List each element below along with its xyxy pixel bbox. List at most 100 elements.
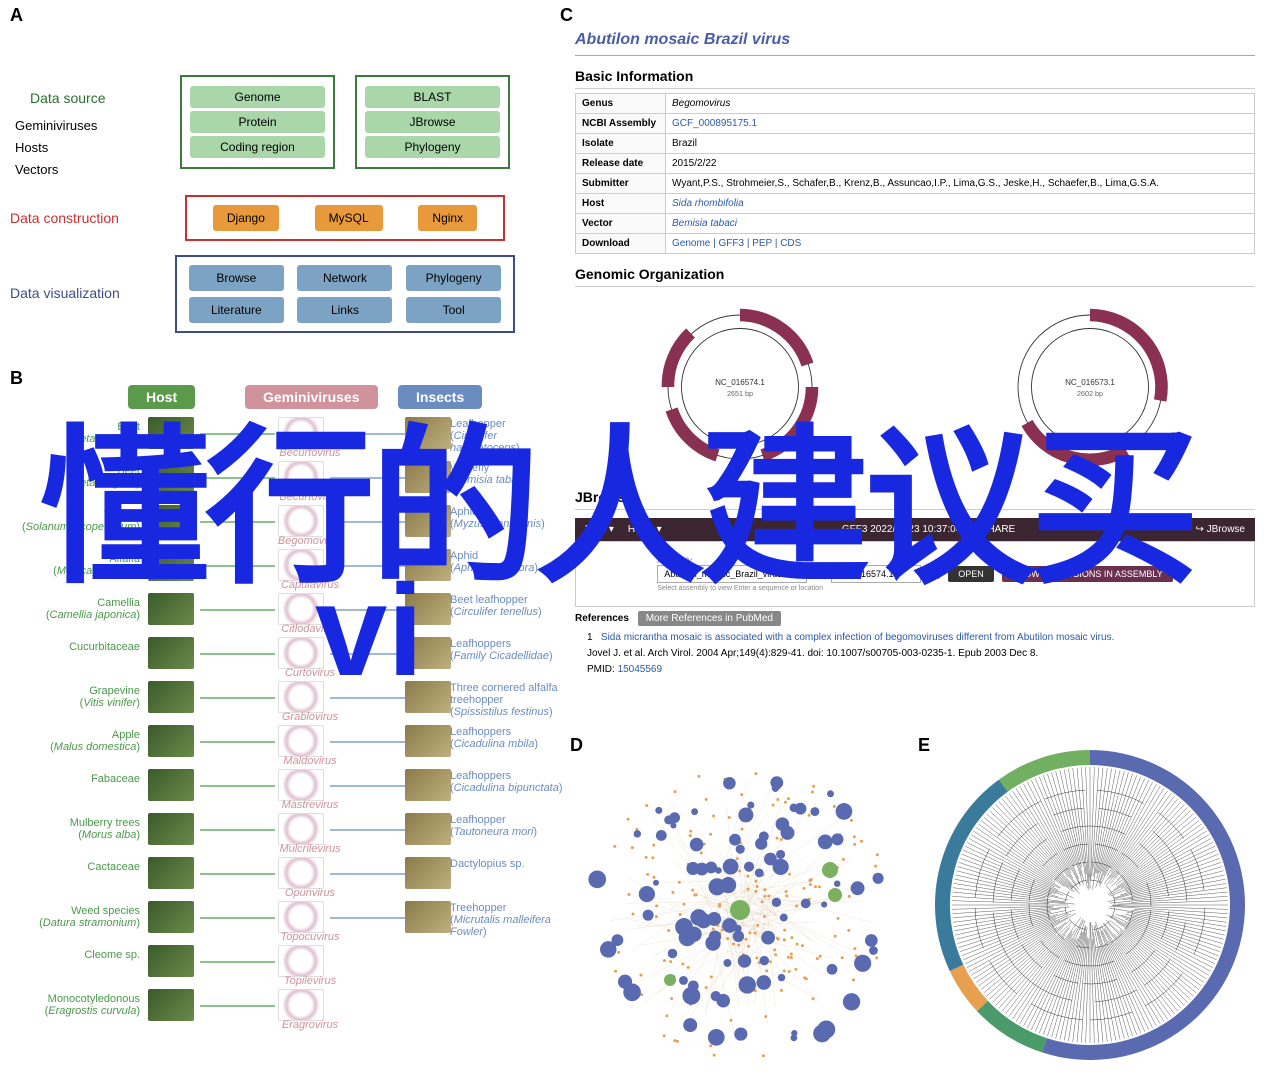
host-item: Cleome sp.: [10, 943, 140, 987]
jb-region-input[interactable]: [831, 565, 921, 583]
jb-share[interactable]: ⟲ SHARE: [970, 524, 1016, 535]
jb-timestamp: GFF3 2022/11/23 10:37:04: [842, 524, 961, 535]
red-box: Django MySQL Nginx: [185, 195, 505, 241]
insect-item: Aphid(Myzus planicornis): [450, 503, 565, 547]
ref-pmid[interactable]: 15045569: [618, 664, 663, 675]
svg-text:NC_016574.1: NC_016574.1: [715, 378, 765, 387]
green-box-left: Genome Protein Coding region: [180, 75, 335, 169]
jb-hint: Select assembly to view Enter a sequence…: [657, 585, 823, 592]
pill: Network: [297, 265, 392, 291]
arrows-virus-insect: [330, 417, 405, 1057]
jb-assembly-label: Assembly: [657, 556, 823, 565]
host-item: Cucurbitaceae: [10, 635, 140, 679]
col-header-host: Host: [128, 385, 195, 409]
insect-item: Beet leafhopper(Circulifer tenellus): [450, 591, 565, 635]
jb-assembly-select[interactable]: [657, 565, 807, 583]
pill: Tool: [406, 297, 501, 323]
green-box-right: BLAST JBrowse Phylogeny: [355, 75, 510, 169]
info-link[interactable]: Genome | GFF3 | PEP | CDS: [672, 238, 801, 249]
src-item: Vectors: [15, 159, 97, 181]
thumbnail: [405, 901, 451, 933]
thumbnail: [148, 417, 194, 449]
thumb-col-insect: [405, 417, 455, 945]
host-item: Weed species(Datura stramonium): [10, 899, 140, 943]
thumbnail: [148, 901, 194, 933]
insect-item: Aphid(Aphis craccivora): [450, 547, 565, 591]
pill: Phylogeny: [406, 265, 501, 291]
virus-title: Abutilon mosaic Brazil virus: [575, 25, 1255, 56]
thumbnail: [148, 725, 194, 757]
thumb-col-host: [148, 417, 198, 1033]
info-link[interactable]: GCF_000895175.1: [672, 118, 757, 129]
circular-genome-1: NC_016574.1 2651 bp: [650, 297, 830, 477]
data-source-items: Geminiviruses Hosts Vectors: [15, 115, 97, 181]
thumbnail: [405, 461, 451, 493]
info-link[interactable]: Sida rhombifolia: [672, 198, 744, 209]
pill: Django: [213, 205, 279, 231]
insect-item: Leafhoppers(Cicadulina bipunctata): [450, 767, 565, 811]
svg-text:2651 bp: 2651 bp: [727, 389, 753, 398]
pill: MySQL: [315, 205, 383, 231]
jb-show-button[interactable]: SHOW ALL REGIONS IN ASSEMBLY: [1002, 566, 1173, 582]
ref-num: 1: [587, 632, 593, 643]
host-item: Beet(Beta vulgaris): [10, 459, 140, 503]
jb-open-button[interactable]: OPEN: [948, 566, 994, 582]
jb-menu[interactable]: FILE ▾: [585, 524, 614, 535]
pill: JBrowse: [365, 111, 500, 133]
thumbnail: [148, 549, 194, 581]
refs-more-button[interactable]: More References in PubMed: [638, 611, 781, 626]
thumbnail: [148, 989, 194, 1021]
panel-label-a: A: [10, 5, 23, 26]
info-link[interactable]: Bemisia tabaci: [672, 218, 737, 229]
host-item: Tomato(Solanum lycopersicum): [10, 503, 140, 547]
search-icon[interactable]: 🔍: [929, 569, 940, 580]
jb-menu[interactable]: HELP ▾: [628, 524, 662, 535]
insect-list: Leafhopper(Circulifer haematoceps)Whitef…: [450, 415, 565, 943]
jb-logo: ↪ JBrowse: [1195, 524, 1245, 535]
thumbnail: [405, 813, 451, 845]
ref-title: Sida micrantha mosaic is associated with…: [601, 632, 1114, 643]
panel-b: Host Geminiviruses Insects Beet(Beta vul…: [10, 385, 565, 1065]
thumbnail: [148, 857, 194, 889]
blue-box: Browse Network Phylogeny Literature Link…: [175, 255, 515, 333]
col-header-virus: Geminiviruses: [245, 385, 378, 409]
insect-item: Leafhoppers(Family Cicadellidae): [450, 635, 565, 679]
insect-item: Leafhoppers(Cicadulina mbila): [450, 723, 565, 767]
host-item: Apple(Malus domestica): [10, 723, 140, 767]
insect-item: Three cornered alfalfa treehopper(Spissi…: [450, 679, 565, 723]
jbrowse-body: Assembly Select assembly to view Enter a…: [575, 541, 1255, 607]
references-section: References More References in PubMed 1 S…: [575, 613, 1255, 684]
host-item: Fabaceae: [10, 767, 140, 811]
host-item: Monocotyledonous(Eragrostis curvula): [10, 987, 140, 1031]
ref-item: 1 Sida micrantha mosaic is associated wi…: [575, 624, 1255, 684]
insect-item: Leafhopper(Circulifer haematoceps): [450, 415, 565, 459]
ref-pmid-label: PMID:: [587, 664, 615, 675]
host-item: Mulberry trees(Morus alba): [10, 811, 140, 855]
pill: Protein: [190, 111, 325, 133]
src-item: Geminiviruses: [15, 115, 97, 137]
pill: Links: [297, 297, 392, 323]
genomic-org: NC_016574.12651 bp NC_016573.12602 bp: [575, 297, 1255, 477]
panel-c: Abutilon mosaic Brazil virus Basic Infor…: [575, 25, 1255, 684]
pill: Phylogeny: [365, 136, 500, 158]
panel-label-c: C: [560, 5, 573, 26]
ref-cite: Jovel J. et al. Arch Virol. 2004 Apr;149…: [587, 648, 1038, 659]
thumbnail: [148, 769, 194, 801]
data-source-label: Data source: [30, 90, 105, 106]
figure-root: A B C D E Data source Geminiviruses Host…: [0, 0, 1269, 1091]
pill: Literature: [189, 297, 284, 323]
thumbnail: [405, 769, 451, 801]
thumbnail: [148, 461, 194, 493]
thumbnail: [405, 505, 451, 537]
thumbnail: [405, 725, 451, 757]
host-list: Beet(Beta vulgaris)Beet(Beta vulgaris)To…: [10, 415, 140, 1031]
info-table: GenusBegomovirusNCBI AssemblyGCF_0008951…: [575, 93, 1255, 254]
thumbnail: [148, 637, 194, 669]
src-item: Hosts: [15, 137, 97, 159]
thumbnail: [148, 681, 194, 713]
jbrowse-toolbar: FILE ▾ HELP ▾ GFF3 2022/11/23 10:37:04 ⟲ …: [575, 518, 1255, 541]
thumbnail: [405, 417, 451, 449]
svg-text:2602 bp: 2602 bp: [1077, 389, 1103, 398]
host-item: Grapevine(Vitis vinifer): [10, 679, 140, 723]
pill: BLAST: [365, 86, 500, 108]
